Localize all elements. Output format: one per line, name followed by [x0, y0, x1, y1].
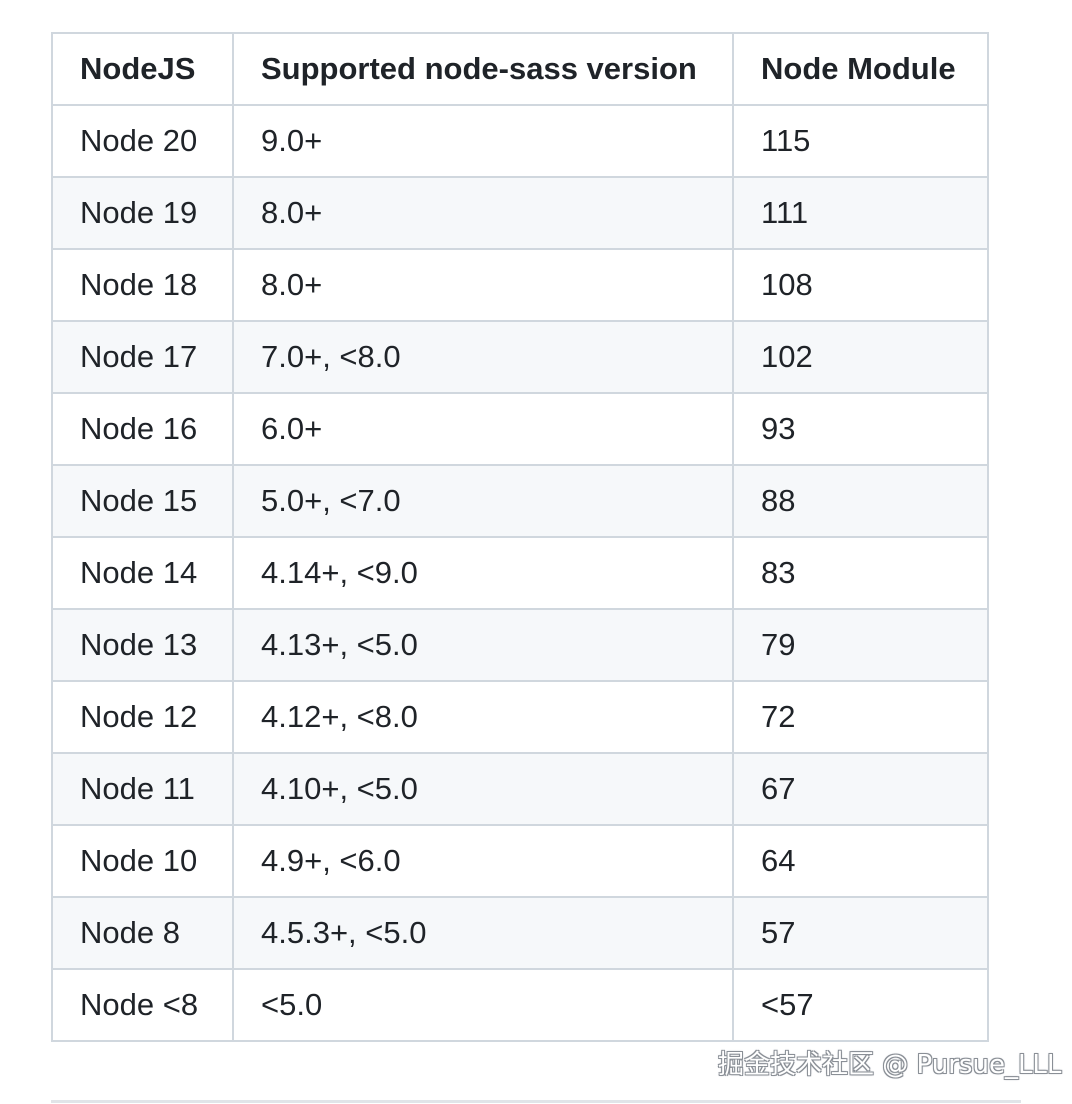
table-row: Node 16 6.0+ 93	[51, 392, 989, 466]
cell-node-sass-version: 4.5.3+, <5.0	[232, 896, 734, 970]
table-row: Node 11 4.10+, <5.0 67	[51, 752, 989, 826]
table-row: Node 10 4.9+, <6.0 64	[51, 824, 989, 898]
table-row: Node 13 4.13+, <5.0 79	[51, 608, 989, 682]
cell-nodejs: Node 13	[51, 608, 234, 682]
table-row: Node 18 8.0+ 108	[51, 248, 989, 322]
cell-node-module: 111	[732, 176, 989, 250]
cell-nodejs: Node 18	[51, 248, 234, 322]
cell-node-sass-version: 4.10+, <5.0	[232, 752, 734, 826]
cell-node-sass-version: 4.13+, <5.0	[232, 608, 734, 682]
cell-node-module: 83	[732, 536, 989, 610]
bottom-divider	[51, 1100, 1021, 1103]
cell-nodejs: Node 8	[51, 896, 234, 970]
table-row: Node 17 7.0+, <8.0 102	[51, 320, 989, 394]
cell-node-sass-version: 6.0+	[232, 392, 734, 466]
cell-node-sass-version: 4.12+, <8.0	[232, 680, 734, 754]
cell-node-module: 67	[732, 752, 989, 826]
cell-node-sass-version: 9.0+	[232, 104, 734, 178]
cell-node-sass-version: <5.0	[232, 968, 734, 1042]
table-header-row: NodeJS Supported node-sass version Node …	[51, 32, 989, 106]
cell-node-sass-version: 7.0+, <8.0	[232, 320, 734, 394]
table-row: Node 15 5.0+, <7.0 88	[51, 464, 989, 538]
cell-nodejs: Node 12	[51, 680, 234, 754]
table-row: Node 19 8.0+ 111	[51, 176, 989, 250]
cell-node-module: 72	[732, 680, 989, 754]
header-nodejs: NodeJS	[51, 32, 234, 106]
cell-nodejs: Node 10	[51, 824, 234, 898]
cell-node-module: 57	[732, 896, 989, 970]
cell-nodejs: Node 19	[51, 176, 234, 250]
table-row: Node <8 <5.0 <57	[51, 968, 989, 1042]
cell-nodejs: Node 17	[51, 320, 234, 394]
table-body: Node 20 9.0+ 115 Node 19 8.0+ 111 Node 18 8.0+ 1…	[51, 104, 989, 1042]
node-sass-compatibility-table: NodeJS Supported node-sass version Node …	[51, 32, 989, 1042]
cell-nodejs: Node 15	[51, 464, 234, 538]
cell-node-module: 115	[732, 104, 989, 178]
header-node-module: Node Module	[732, 32, 989, 106]
watermark: 掘金技术社区 @ Pursue_LLL	[718, 1050, 1062, 1080]
cell-node-module: 93	[732, 392, 989, 466]
cell-node-module: 102	[732, 320, 989, 394]
cell-nodejs: Node 16	[51, 392, 234, 466]
cell-node-module: 88	[732, 464, 989, 538]
cell-nodejs: Node 20	[51, 104, 234, 178]
cell-node-module: 108	[732, 248, 989, 322]
cell-node-sass-version: 8.0+	[232, 176, 734, 250]
cell-node-module: 79	[732, 608, 989, 682]
cell-node-sass-version: 8.0+	[232, 248, 734, 322]
cell-node-sass-version: 4.9+, <6.0	[232, 824, 734, 898]
table-row: Node 14 4.14+, <9.0 83	[51, 536, 989, 610]
cell-node-sass-version: 5.0+, <7.0	[232, 464, 734, 538]
cell-nodejs: Node 14	[51, 536, 234, 610]
cell-node-sass-version: 4.14+, <9.0	[232, 536, 734, 610]
cell-node-module: 64	[732, 824, 989, 898]
cell-node-module: <57	[732, 968, 989, 1042]
table-row: Node 8 4.5.3+, <5.0 57	[51, 896, 989, 970]
cell-nodejs: Node 11	[51, 752, 234, 826]
compatibility-table-container: NodeJS Supported node-sass version Node …	[51, 32, 989, 1042]
header-node-sass-version: Supported node-sass version	[232, 32, 734, 106]
cell-nodejs: Node <8	[51, 968, 234, 1042]
table-row: Node 20 9.0+ 115	[51, 104, 989, 178]
table-row: Node 12 4.12+, <8.0 72	[51, 680, 989, 754]
